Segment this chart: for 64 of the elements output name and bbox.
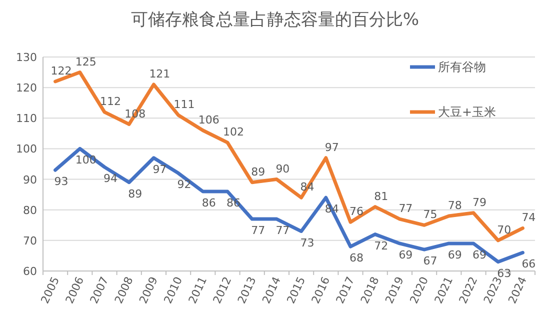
x-tick-label: 2022 (456, 274, 480, 306)
data-label: 66 (522, 258, 536, 271)
data-label: 106 (198, 113, 220, 126)
x-tick-label: 2012 (210, 274, 234, 306)
x-tick-label: 2015 (284, 274, 308, 306)
x-tick-label: 2005 (38, 274, 62, 306)
y-tick-label: 60 (23, 265, 37, 278)
x-tick-label: 2021 (432, 274, 456, 306)
data-label: 78 (448, 198, 462, 212)
data-label: 75 (423, 208, 438, 222)
data-label: 125 (75, 55, 96, 68)
data-label: 89 (128, 187, 142, 200)
x-tick-label: 2009 (136, 274, 160, 306)
data-label: 77 (398, 202, 413, 216)
data-label: 69 (448, 248, 462, 262)
data-label: 69 (472, 248, 486, 262)
data-label: 77 (251, 224, 266, 238)
data-label: 76 (350, 205, 364, 218)
x-tick-label: 2018 (358, 274, 382, 306)
legend-label: 大豆+玉米 (438, 105, 496, 119)
data-label: 68 (350, 252, 364, 265)
data-label: 112 (100, 95, 121, 108)
x-tick-label: 2016 (309, 274, 333, 306)
data-label: 111 (174, 98, 195, 112)
y-tick-label: 100 (16, 142, 37, 156)
data-label: 90 (276, 162, 290, 176)
data-label: 122 (50, 64, 72, 78)
x-tick-label: 2006 (63, 274, 87, 306)
data-label: 73 (300, 236, 314, 250)
data-label: 86 (202, 196, 216, 210)
x-tick-label: 2010 (161, 274, 186, 306)
x-tick-label: 2013 (235, 274, 259, 306)
data-label: 97 (152, 162, 167, 176)
data-label: 74 (522, 211, 536, 224)
data-label: 63 (497, 266, 512, 280)
y-tick-label: 80 (23, 204, 37, 217)
data-label: 97 (324, 140, 339, 154)
legend-label: 所有谷物 (438, 60, 486, 74)
y-tick-label: 130 (16, 51, 37, 64)
x-tick-label: 2020 (407, 274, 432, 306)
data-label: 67 (423, 254, 438, 268)
x-tick-label: 2008 (112, 274, 136, 306)
data-label: 79 (472, 196, 486, 209)
data-label: 92 (177, 178, 192, 192)
data-label: 102 (223, 126, 244, 139)
data-label: 89 (251, 165, 266, 178)
x-tick-label: 2007 (88, 274, 112, 306)
x-tick-label: 2014 (260, 274, 284, 306)
x-tick-label: 2019 (382, 274, 406, 306)
data-label: 94 (104, 172, 118, 186)
y-tick-label: 120 (16, 82, 37, 95)
y-tick-label: 70 (23, 234, 37, 248)
data-label: 81 (374, 190, 388, 203)
chart-title: 可储存粮食总量占静态容量的百分比% (130, 10, 420, 30)
data-label: 121 (149, 68, 170, 81)
x-tick-label: 2011 (186, 274, 210, 306)
x-tick-label: 2017 (334, 274, 358, 306)
data-label: 93 (54, 175, 68, 188)
data-label: 72 (374, 239, 388, 252)
data-label: 69 (398, 248, 413, 262)
y-tick-label: 90 (23, 173, 37, 186)
data-label: 70 (497, 223, 512, 236)
data-label: 77 (276, 224, 290, 238)
y-tick-label: 110 (16, 112, 37, 126)
